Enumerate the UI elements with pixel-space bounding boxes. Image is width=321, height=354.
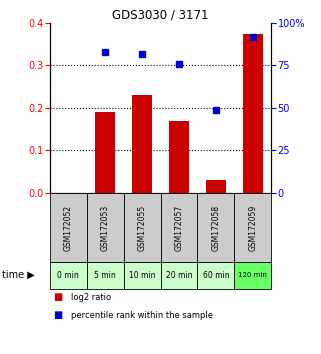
Text: GSM172053: GSM172053 — [100, 204, 110, 251]
Bar — [243, 34, 263, 193]
Text: 60 min: 60 min — [203, 271, 229, 280]
Text: log2 ratio: log2 ratio — [71, 293, 111, 302]
Text: percentile rank within the sample: percentile rank within the sample — [71, 310, 213, 320]
Bar — [206, 180, 226, 193]
Text: 0 min: 0 min — [57, 271, 79, 280]
Text: ■: ■ — [53, 292, 62, 302]
Text: 20 min: 20 min — [166, 271, 192, 280]
Text: GSM172058: GSM172058 — [211, 204, 221, 251]
Text: GSM172055: GSM172055 — [137, 204, 147, 251]
Text: GDS3030 / 3171: GDS3030 / 3171 — [112, 9, 209, 22]
Bar — [169, 121, 189, 193]
Text: time ▶: time ▶ — [2, 270, 34, 280]
Text: GSM172052: GSM172052 — [64, 204, 73, 251]
Text: GSM172057: GSM172057 — [174, 204, 184, 251]
Text: GSM172059: GSM172059 — [248, 204, 257, 251]
Bar — [95, 112, 115, 193]
Text: 120 min: 120 min — [239, 272, 267, 278]
Bar — [132, 95, 152, 193]
Text: 10 min: 10 min — [129, 271, 155, 280]
Text: ■: ■ — [53, 310, 62, 320]
Text: 5 min: 5 min — [94, 271, 116, 280]
